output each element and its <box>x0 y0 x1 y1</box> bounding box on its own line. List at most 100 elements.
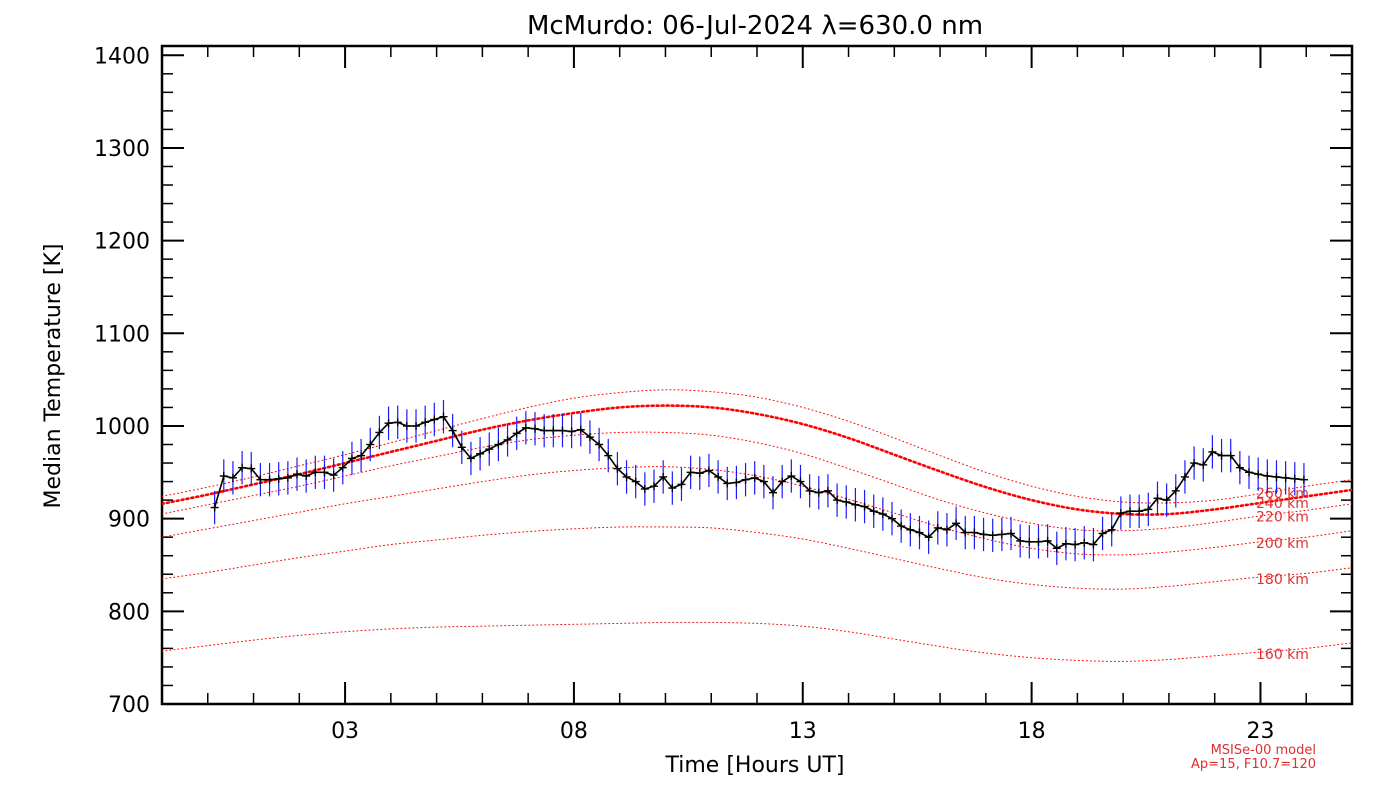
data-point <box>659 472 668 481</box>
data-point <box>567 427 576 436</box>
data-point <box>952 519 961 528</box>
data-point <box>851 500 860 509</box>
data-point <box>695 469 704 478</box>
data-point <box>311 468 320 477</box>
data-point <box>1007 529 1016 538</box>
y-tick-label: 800 <box>108 600 150 625</box>
data-point <box>732 478 741 487</box>
plot-area: 700 800 900 1000 1100 1200 1300 1400 03 08 13 18 23 1… <box>94 44 1354 744</box>
data-point <box>1034 537 1043 546</box>
data-point <box>1299 475 1308 484</box>
data-point <box>402 421 411 430</box>
data-point <box>1144 505 1153 514</box>
data-point <box>1199 460 1208 469</box>
data-point <box>1052 544 1061 553</box>
data-point <box>430 415 439 424</box>
x-axis-label: Time [Hours UT] <box>665 753 845 778</box>
data-point <box>1290 474 1299 483</box>
model-label-200-km: 200 km <box>1256 536 1309 552</box>
data-point <box>961 528 970 537</box>
data-point <box>412 421 421 430</box>
data-point <box>787 472 796 481</box>
model-curve-240-km <box>162 404 1352 516</box>
data-point <box>796 477 805 486</box>
data-point <box>293 470 302 479</box>
data-point <box>1226 451 1235 460</box>
data-point <box>677 480 686 489</box>
data-point <box>1263 472 1272 481</box>
data-point <box>924 533 933 542</box>
data-point <box>384 419 393 428</box>
data-point <box>1254 470 1263 479</box>
model-curve-180-km <box>162 526 1352 590</box>
data-point <box>1071 540 1080 549</box>
data-point <box>997 530 1006 539</box>
data-point <box>439 412 448 421</box>
data-point <box>466 454 475 463</box>
data-point <box>549 426 558 435</box>
data-point <box>869 507 878 516</box>
data-point <box>210 503 219 512</box>
data-point <box>238 463 247 472</box>
data-point <box>640 484 649 493</box>
data-point <box>521 423 530 432</box>
data-point <box>219 472 228 481</box>
data-point <box>512 429 521 438</box>
data-point <box>283 473 292 482</box>
error-bars <box>214 400 1305 565</box>
data-point <box>421 418 430 427</box>
data-point <box>228 473 237 482</box>
data-point <box>1245 468 1254 477</box>
y-tick-label: 1100 <box>94 322 150 347</box>
data-point <box>366 440 375 449</box>
data-point <box>448 426 457 435</box>
data-point <box>265 475 274 484</box>
data-point <box>558 426 567 435</box>
data-point <box>503 435 512 444</box>
model-label-220-km: 220 km <box>1256 510 1309 526</box>
model-curve-260-km <box>162 389 1352 504</box>
data-point <box>842 497 851 506</box>
data-point <box>714 472 723 481</box>
data-point <box>1272 472 1281 481</box>
data-point <box>375 428 384 437</box>
model-note-line-2: Ap=15, F10.7=120 <box>1191 757 1316 772</box>
data-point <box>622 472 631 481</box>
model-curve-200-km <box>162 466 1352 556</box>
data-point <box>814 488 823 497</box>
data-point <box>805 486 814 495</box>
x-tick-label: 08 <box>560 719 588 744</box>
data-point <box>860 502 869 511</box>
model-curves <box>162 389 1352 662</box>
data-point <box>585 433 594 442</box>
data-point <box>320 468 329 477</box>
y-tick-label: 1400 <box>94 44 150 69</box>
model-label-260-km: 260 km <box>1256 486 1309 502</box>
data-point <box>741 475 750 484</box>
data-point <box>576 425 585 434</box>
data-point <box>933 523 942 532</box>
data-point <box>1208 447 1217 456</box>
data-point <box>595 440 604 449</box>
data-point <box>823 486 832 495</box>
data-point <box>750 473 759 482</box>
data-point <box>1171 486 1180 495</box>
data-point <box>1153 494 1162 503</box>
model-label-240-km: 240 km <box>1256 496 1309 512</box>
data-point <box>256 475 265 484</box>
data-point <box>1098 529 1107 538</box>
model-label-180-km: 180 km <box>1256 572 1309 588</box>
data-point <box>915 528 924 537</box>
data-point <box>494 440 503 449</box>
data-point <box>1061 539 1070 548</box>
data-point <box>878 510 887 519</box>
data-point <box>347 454 356 463</box>
data-point <box>247 464 256 473</box>
data-point <box>476 449 485 458</box>
data-point <box>1235 463 1244 472</box>
plot-frame <box>160 44 1354 706</box>
data-point <box>338 463 347 472</box>
data-point <box>650 482 659 491</box>
